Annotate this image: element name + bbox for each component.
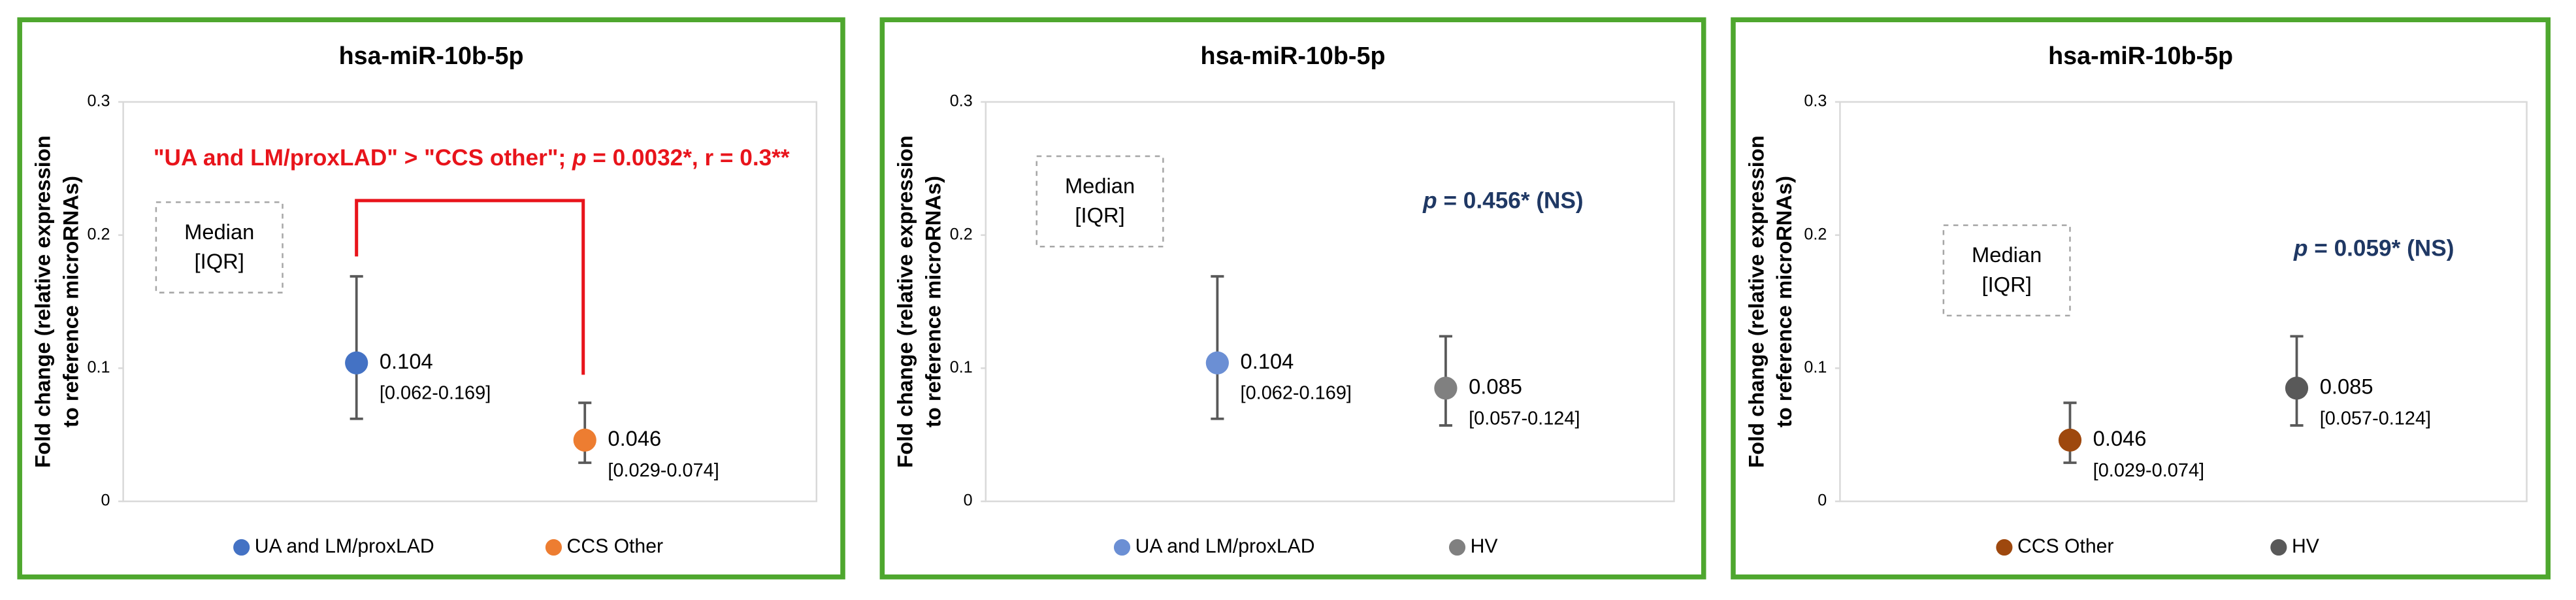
range-label: [0.062-0.169] bbox=[380, 383, 491, 404]
legend-label: HV bbox=[1471, 535, 1498, 557]
legend-label: UA and LM/proxLAD bbox=[1135, 535, 1315, 557]
box-text: Median bbox=[1065, 173, 1135, 197]
chart-title: hsa-miR-10b-5p bbox=[1201, 42, 1386, 69]
annotation-part: p bbox=[1422, 188, 1437, 214]
median-box bbox=[1942, 224, 2071, 317]
y-tick-label: 0.3 bbox=[1804, 92, 1827, 110]
legend-marker bbox=[545, 539, 562, 556]
box-text: Median bbox=[1972, 242, 2042, 267]
legend-marker bbox=[1996, 539, 2013, 556]
y-tick-label: 0.2 bbox=[950, 225, 973, 243]
panel-border bbox=[17, 17, 845, 580]
y-tick-label: 0.2 bbox=[1804, 225, 1827, 243]
annotation-part: "UA and LM/proxLAD" > "CCS other"; bbox=[154, 145, 572, 171]
significance-bracket bbox=[355, 199, 585, 375]
plot-area bbox=[985, 101, 1675, 503]
y-axis-label: to reference microRNAs) bbox=[1772, 176, 1796, 427]
box-text: [IQR] bbox=[195, 249, 244, 273]
annotation: p = 0.059* (NS) bbox=[2293, 236, 2454, 261]
y-axis-label: Fold change (relative expression bbox=[893, 135, 917, 468]
y-tick-label: 0.3 bbox=[88, 92, 110, 110]
point bbox=[2058, 428, 2082, 452]
value-label: 0.046 bbox=[2093, 426, 2147, 450]
box-text: [IQR] bbox=[1982, 272, 2032, 296]
range-label: [0.029-0.074] bbox=[2093, 460, 2204, 481]
point bbox=[1205, 351, 1229, 375]
annotation-part: p bbox=[572, 145, 587, 171]
value-label: 0.085 bbox=[1469, 375, 1522, 399]
plot-area bbox=[122, 101, 818, 503]
legend-label: CCS Other bbox=[567, 535, 663, 557]
range-label: [0.062-0.169] bbox=[1241, 383, 1352, 404]
y-tick-label: 0.2 bbox=[88, 225, 110, 243]
y-axis-label: to reference microRNAs) bbox=[58, 176, 82, 427]
legend-label: HV bbox=[2292, 535, 2319, 557]
y-tick-label: 0 bbox=[964, 492, 973, 510]
y-tick-label: 0.3 bbox=[950, 92, 973, 110]
plot-area bbox=[1839, 101, 2528, 503]
annotation: p = 0.456* (NS) bbox=[1422, 188, 1583, 214]
range-label: [0.057-0.124] bbox=[1469, 408, 1580, 429]
legend-marker bbox=[1448, 539, 1466, 556]
panel-border bbox=[879, 17, 1706, 580]
y-axis-label: Fold change (relative expression bbox=[31, 135, 55, 468]
legend-marker bbox=[2270, 539, 2287, 556]
value-label: 0.104 bbox=[380, 349, 433, 373]
value-label: 0.046 bbox=[608, 426, 661, 450]
annotation-part: = 0.0032*, r = 0.3** bbox=[586, 145, 789, 171]
chart-title: hsa-miR-10b-5p bbox=[2048, 42, 2233, 69]
point bbox=[573, 428, 596, 452]
chart-title: hsa-miR-10b-5p bbox=[339, 42, 524, 69]
annotation: "UA and LM/proxLAD" > "CCS other"; p = 0… bbox=[154, 145, 790, 171]
y-axis-label: to reference microRNAs) bbox=[921, 176, 945, 427]
y-tick-label: 0.1 bbox=[950, 358, 973, 376]
value-label: 0.104 bbox=[1241, 349, 1294, 373]
range-label: [0.057-0.124] bbox=[2320, 408, 2431, 429]
annotation-part: = 0.059* (NS) bbox=[2307, 236, 2454, 261]
y-tick-label: 0 bbox=[1818, 492, 1827, 510]
point bbox=[1434, 376, 1458, 400]
value-label: 0.085 bbox=[2320, 375, 2373, 399]
legend-marker bbox=[233, 539, 250, 556]
panel-border bbox=[1731, 17, 2551, 580]
median-box bbox=[1035, 155, 1164, 248]
legend-label: UA and LM/proxLAD bbox=[255, 535, 434, 557]
box-text: [IQR] bbox=[1075, 203, 1124, 227]
point bbox=[345, 351, 368, 375]
range-label: [0.029-0.074] bbox=[608, 460, 719, 481]
point bbox=[2285, 376, 2309, 400]
legend-label: CCS Other bbox=[2017, 535, 2113, 557]
y-tick-label: 0 bbox=[101, 492, 110, 510]
y-tick-label: 0.1 bbox=[1804, 358, 1827, 376]
median-box bbox=[155, 201, 284, 293]
box-text: Median bbox=[184, 220, 254, 244]
y-axis-label: Fold change (relative expression bbox=[1744, 135, 1768, 468]
y-tick-label: 0.1 bbox=[88, 358, 110, 376]
legend-marker bbox=[1113, 539, 1131, 556]
annotation-part: p bbox=[2293, 236, 2308, 261]
annotation-part: = 0.456* (NS) bbox=[1437, 188, 1584, 214]
